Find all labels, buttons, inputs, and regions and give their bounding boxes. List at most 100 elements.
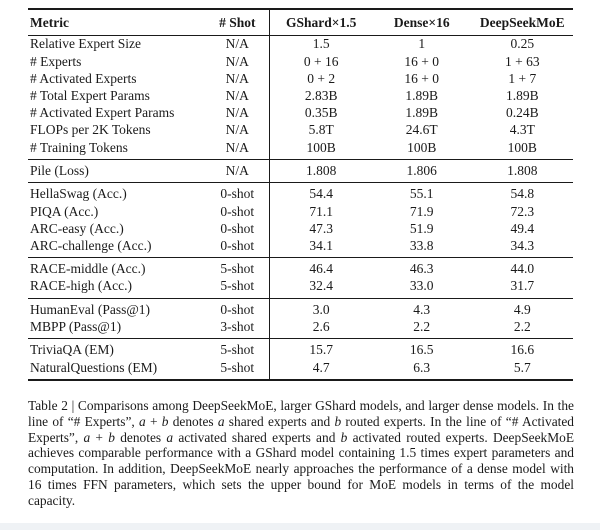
metric-cell: # Training Tokens xyxy=(30,139,128,155)
value-cell: 49.4 xyxy=(510,220,535,236)
metric-cell: FLOPs per 2K Tokens xyxy=(30,122,151,138)
value-cell: 47.3 xyxy=(269,220,372,238)
table-row: # Activated Expert Params N/A 0.35B 1.89B 0.… xyxy=(28,104,573,122)
value-cell: 0-shot xyxy=(205,182,270,204)
value-cell: 54.4 xyxy=(269,182,372,204)
column-header-metric: Metric xyxy=(28,10,206,36)
table-header: Metric # Shot GShard×1.5 Dense×16 DeepSe… xyxy=(28,10,573,36)
value-cell: 0-shot xyxy=(220,220,255,236)
table-row: Relative Expert Size N/A 1.5 1 0.25 xyxy=(28,35,573,54)
value-cell: 100B xyxy=(269,139,372,160)
value-cell: 5.7 xyxy=(513,359,531,375)
value-cell: 31.7 xyxy=(510,278,535,294)
table-body: Relative Expert Size N/A 1.5 1 0.25 # Experts… xyxy=(28,35,573,380)
table-row: FLOPs per 2K Tokens N/A 5.8T 24.6T 4.3T xyxy=(28,121,573,140)
value-cell: N/A xyxy=(225,70,249,86)
column-header-shot: # Shot xyxy=(205,10,270,36)
caption-segment: activated shared experts and xyxy=(173,429,341,445)
caption-segment: a xyxy=(83,429,91,445)
metric-cell: NaturalQuestions (EM) xyxy=(30,359,158,375)
value-cell: 0.25 xyxy=(510,36,535,52)
value-cell: 0 + 2 xyxy=(269,70,372,88)
value-cell: 1.5 xyxy=(269,35,372,54)
value-cell: 1.89B xyxy=(505,87,539,103)
metric-cell: TriviaQA (EM) xyxy=(28,338,206,360)
value-cell: 5-shot xyxy=(205,257,270,279)
value-cell: 100B xyxy=(507,139,537,155)
value-cell: N/A xyxy=(205,158,270,183)
caption-segment: a xyxy=(217,413,225,429)
value-cell: 33.0 xyxy=(409,278,434,294)
value-cell: 46.3 xyxy=(371,257,472,279)
metric-cell: HumanEval (Pass@1) xyxy=(28,297,206,319)
value-cell: 15.7 xyxy=(269,338,372,360)
value-cell: 1 + 63 xyxy=(504,53,540,69)
table-row: # Total Expert Params N/A 2.83B 1.89B 1.89B xyxy=(28,87,573,105)
value-cell: 0-shot xyxy=(220,237,255,253)
results-table-container: Metric # Shot GShard×1.5 Dense×16 DeepSe… xyxy=(28,8,573,382)
metric-cell: # Total Expert Params xyxy=(30,87,150,103)
caption-segment: denotes xyxy=(168,413,218,429)
value-cell: 55.1 xyxy=(371,182,472,204)
value-cell: 16 + 0 xyxy=(404,53,440,69)
caption-segment: + xyxy=(145,413,162,429)
value-cell: 51.9 xyxy=(409,220,434,236)
caption-segment: denotes xyxy=(114,429,167,445)
value-cell: 24.6T xyxy=(405,122,438,138)
caption-segment: routed experts. In the line of “# Activa… xyxy=(28,413,574,445)
table-row: HellaSwag (Acc.) 0-shot 54.4 55.1 54.8 xyxy=(28,182,573,204)
value-cell: 5-shot xyxy=(220,359,255,375)
table-row: RACE-high (Acc.) 5-shot 32.4 33.0 31.7 xyxy=(28,278,573,299)
column-header-dense: Dense×16 xyxy=(371,10,472,36)
value-cell: 100B xyxy=(407,139,437,155)
value-cell: 2.2 xyxy=(413,319,431,335)
column-header-deepseekmoe: DeepSeekMoE xyxy=(471,10,573,36)
value-cell: 1.808 xyxy=(269,158,372,183)
table-row: # Training Tokens N/A 100B 100B 100B xyxy=(28,139,573,160)
metric-cell: Pile (Loss) xyxy=(28,158,206,183)
caption-segment: Table 2 | Comparisons among DeepSeekMoE,… xyxy=(28,398,574,429)
value-cell: 0 + 16 xyxy=(269,53,372,71)
value-cell: 5-shot xyxy=(220,278,255,294)
value-cell: 3.0 xyxy=(269,297,372,319)
metric-cell: # Activated Expert Params xyxy=(30,105,175,121)
value-cell: 4.7 xyxy=(269,359,372,380)
table-row: Pile (Loss) N/A 1.808 1.806 1.808 xyxy=(28,158,573,183)
column-header-gshard: GShard×1.5 xyxy=(269,10,372,36)
table-row: # Experts N/A 0 + 16 16 + 0 1 + 63 xyxy=(28,53,573,71)
value-cell: 1 xyxy=(418,36,426,52)
caption-segment: b xyxy=(340,429,348,445)
caption-segment: b xyxy=(161,413,169,429)
value-cell: N/A xyxy=(225,53,249,69)
metric-cell: HellaSwag (Acc.) xyxy=(28,182,206,204)
value-cell: 1.806 xyxy=(371,158,472,183)
page-bottom-edge xyxy=(0,523,600,530)
table-row: MBPP (Pass@1) 3-shot 2.6 2.2 2.2 xyxy=(28,318,573,339)
value-cell: 1.89B xyxy=(405,105,439,121)
value-cell: N/A xyxy=(225,36,249,52)
caption-segment: activated routed experts. DeepSeekMoE ac… xyxy=(28,429,575,508)
value-cell: 5-shot xyxy=(205,338,270,360)
value-cell: 71.9 xyxy=(409,203,434,219)
value-cell: N/A xyxy=(225,139,249,155)
metric-cell: MBPP (Pass@1) xyxy=(30,319,122,335)
value-cell: 16.5 xyxy=(371,338,472,360)
table-row: HumanEval (Pass@1) 0-shot 3.0 4.3 4.9 xyxy=(28,297,573,319)
value-cell: 6.3 xyxy=(413,359,431,375)
value-cell: 5.8T xyxy=(269,121,372,140)
metric-cell: RACE-middle (Acc.) xyxy=(28,257,206,279)
caption-segment: b xyxy=(108,429,115,445)
value-cell: 3-shot xyxy=(220,319,255,335)
value-cell: 1.808 xyxy=(471,158,573,183)
value-cell: 34.3 xyxy=(510,237,535,253)
value-cell: 4.3 xyxy=(371,297,472,319)
value-cell: 44.0 xyxy=(471,257,573,279)
metric-cell: PIQA (Acc.) xyxy=(30,203,99,219)
value-cell: 33.8 xyxy=(409,237,434,253)
results-table: Metric # Shot GShard×1.5 Dense×16 DeepSe… xyxy=(28,10,573,380)
metric-cell: ARC-easy (Acc.) xyxy=(30,220,124,236)
value-cell: 1 + 7 xyxy=(508,70,537,86)
metric-cell: Relative Expert Size xyxy=(30,36,141,52)
value-cell: 4.9 xyxy=(471,297,573,319)
